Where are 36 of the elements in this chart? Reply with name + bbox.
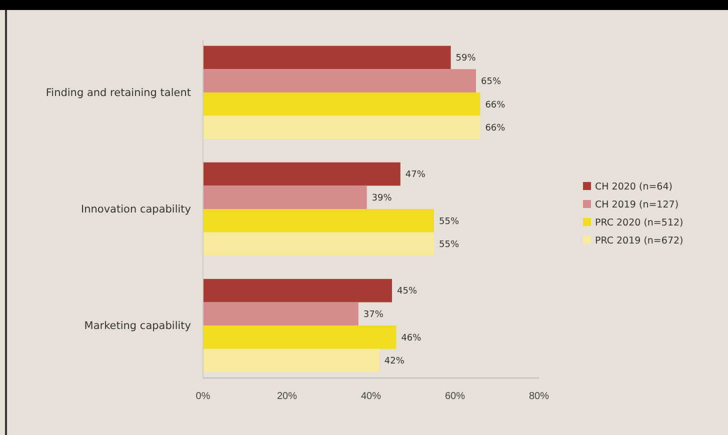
data-label: 39% [372,193,392,204]
data-label: 65% [481,76,502,87]
data-label: 66% [485,100,506,110]
bar [203,232,434,256]
bar [203,326,396,349]
data-label: 66% [485,124,506,134]
bar [203,92,480,116]
legend-label: PRC 2019 (n=672) [595,235,684,246]
x-tick-label: 40% [360,391,382,402]
bar [203,209,434,232]
data-label: 55% [439,216,460,227]
data-label: 45% [397,286,418,297]
data-label: 46% [401,333,422,344]
x-tick-label: 60% [444,391,466,402]
bar [203,348,380,372]
bar [203,69,476,92]
data-label: 55% [439,240,460,250]
bar [203,162,400,186]
y-tick-label: Innovation capability [81,204,191,216]
x-tick-label: 80% [528,391,550,402]
data-label: 42% [384,356,405,367]
bar [203,186,367,209]
x-tick-label: 20% [276,391,298,402]
y-tick-label: Finding and retaining talent [46,87,191,100]
bar [203,46,451,70]
y-tick-label: Marketing capability [84,320,191,332]
legend-label: CH 2020 (n=64) [595,181,672,192]
legend-label: CH 2019 (n=127) [595,199,679,210]
data-label: 37% [363,310,384,320]
data-label: 59% [456,54,476,64]
x-tick-label: 0% [196,391,210,402]
legend-label: PRC 2020 (n=512) [595,217,684,228]
bar [203,278,392,302]
bar [203,302,358,326]
data-label: 47% [405,170,426,180]
bar [203,116,480,140]
